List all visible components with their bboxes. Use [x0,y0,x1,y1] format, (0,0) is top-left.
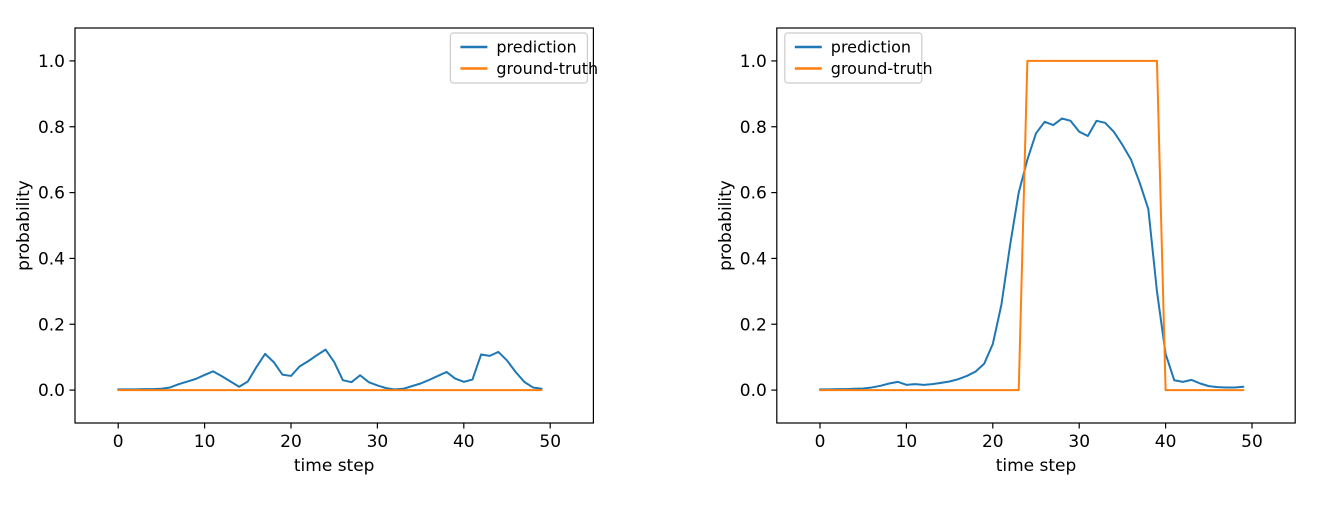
legend: prediction ground-truth [449,32,598,84]
legend-label-ground-truth: ground-truth [496,59,598,78]
prediction-line [819,117,1245,391]
y-tick-label: 1.0 [38,52,65,72]
chart-right-svg: 0 10 20 30 40 50 0.0 0.2 0.4 0.6 0.8 1.0 time step pr… [664,0,1328,506]
y-tick-label: 0.2 [740,315,767,335]
x-tick-label: 30 [1068,432,1090,452]
y-axis-label: probability [716,180,736,271]
x-tick-label: 50 [539,432,561,452]
x-tick-label: 0 [815,432,826,452]
plot-background [664,0,1328,506]
ground-truth-line [819,59,1245,392]
y-tick-label: 0.4 [740,249,767,269]
prediction-line [117,348,543,391]
y-tick-label: 0.8 [38,118,65,138]
x-tick-label: 40 [453,432,475,452]
plot-border [74,27,595,424]
y-tick-label: 0.4 [38,249,65,269]
x-axis-label: time step [294,456,375,476]
y-tick-label: 0.6 [740,184,767,204]
x-tick-label: 50 [1241,432,1263,452]
legend-label-ground-truth: ground-truth [831,59,933,78]
legend-label-prediction: prediction [496,38,576,57]
y-tick-label: 0.6 [38,184,65,204]
plot-background [0,0,664,506]
y-tick-label: 0.0 [38,381,65,401]
x-tick-label: 40 [1155,432,1177,452]
y-axis-label: probability [14,180,34,271]
x-tick-label: 20 [280,432,302,452]
x-axis-label: time step [996,456,1077,476]
chart-right-prediction-vs-ground-truth: 0 10 20 30 40 50 0.0 0.2 0.4 0.6 0.8 1.0 time step pr… [664,0,1328,506]
legend: prediction ground-truth [784,32,933,84]
y-tick-label: 0.0 [740,381,767,401]
legend-box [784,32,923,84]
plot-border [776,27,1296,424]
x-tick-label: 10 [194,432,216,452]
y-tick-label: 0.8 [740,118,767,138]
legend-label-prediction: prediction [831,38,911,57]
y-tick-label: 0.2 [38,315,65,335]
x-tick-label: 20 [982,432,1004,452]
x-tick-label: 10 [896,432,918,452]
chart-left-prediction-vs-ground-truth: 0 10 20 30 40 50 0.0 0.2 0.4 0.6 0.8 1.0 time step pr… [0,0,664,506]
x-tick-label: 0 [113,432,124,452]
x-tick-label: 30 [367,432,389,452]
chart-left-svg: 0 10 20 30 40 50 0.0 0.2 0.4 0.6 0.8 1.0 time step pr… [0,0,664,506]
y-tick-label: 1.0 [740,52,767,72]
legend-box [449,32,588,84]
